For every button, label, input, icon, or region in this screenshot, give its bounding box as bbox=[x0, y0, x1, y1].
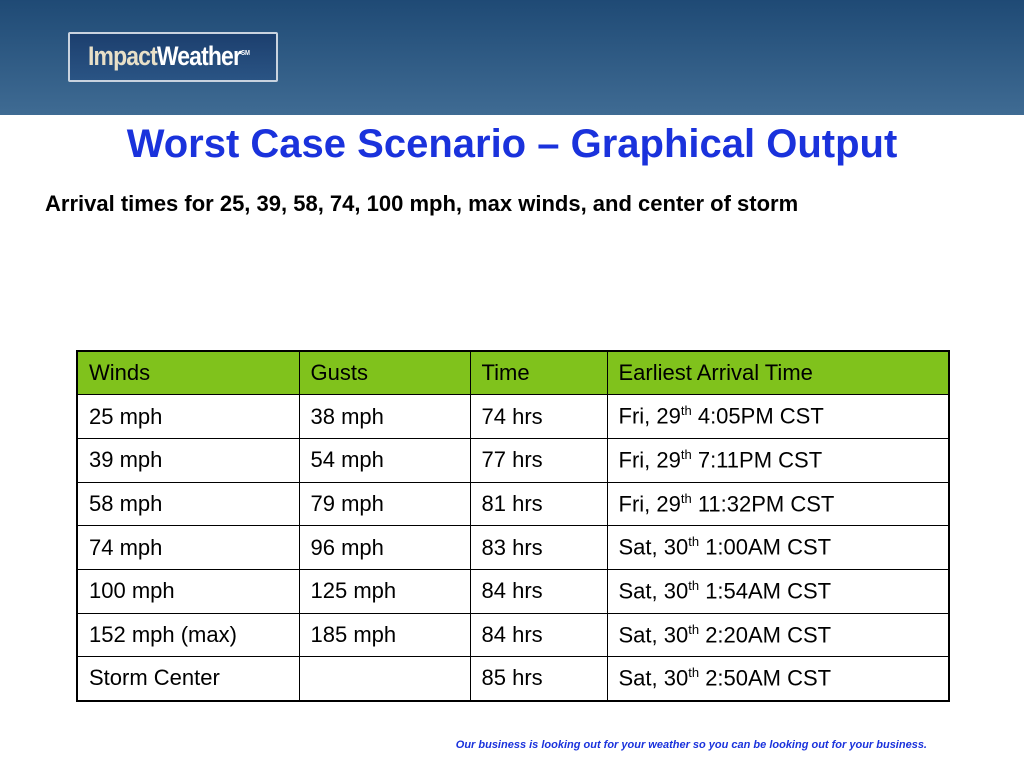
arrival-day: Sat, 30 bbox=[618, 622, 689, 648]
ordinal-suffix: th bbox=[680, 447, 692, 463]
ordinal-suffix: th bbox=[688, 665, 700, 681]
arrival-time: 7:11PM CST bbox=[697, 447, 823, 473]
header-row: Winds Gusts Time Earliest Arrival Time bbox=[76, 350, 950, 396]
table-row: 25 mph 38 mph 74 hrs Fri, 29th 4:05PM CST bbox=[76, 394, 950, 439]
table-cell: 39 mph bbox=[76, 437, 300, 483]
table-cell: 81 hrs bbox=[469, 481, 608, 527]
logo-text: ImpactWeatherSM bbox=[88, 41, 250, 72]
header-band: ImpactWeatherSM bbox=[0, 0, 1024, 115]
arrival-time: 1:00AM CST bbox=[705, 534, 832, 560]
table-row: Storm Center 85 hrs Sat, 30th 2:50AM CST bbox=[76, 656, 950, 701]
arrival-day: Fri, 29 bbox=[618, 491, 681, 517]
table-cell: 77 hrs bbox=[469, 437, 608, 483]
table-row: 100 mph 125 mph 84 hrs Sat, 30th 1:54AM CST bbox=[76, 568, 950, 614]
table-cell: 96 mph bbox=[298, 525, 471, 570]
logo-part: Impact bbox=[88, 41, 158, 71]
table-cell: Fri, 29th 11:32PM CST bbox=[606, 481, 950, 527]
table-cell: 152 mph (max) bbox=[76, 612, 300, 658]
footer: Our business is looking out for your wea… bbox=[455, 739, 927, 751]
table-cell: 74 hrs bbox=[469, 394, 608, 439]
table-cell: Sat, 30th 1:00AM CST bbox=[606, 525, 950, 570]
table-cell: 185 mph bbox=[298, 612, 471, 658]
arrival-time: 2:20AM CST bbox=[705, 622, 832, 648]
table-cell: Sat, 30th 1:54AM CST bbox=[606, 568, 950, 614]
table-row: 74 mph 96 mph 83 hrs Sat, 30th 1:00AM CST bbox=[76, 525, 950, 570]
table-cell: Sat, 30th 2:20AM CST bbox=[606, 612, 950, 658]
title: Worst Case Scenario – Graphical Output bbox=[126, 122, 898, 166]
arrival-time: 2:50AM CST bbox=[705, 665, 832, 691]
arrival-day: Sat, 30 bbox=[618, 534, 689, 560]
arrival-day: Sat, 30 bbox=[618, 578, 689, 604]
table-cell: Fri, 29th 7:11PM CST bbox=[606, 437, 950, 483]
column-header: Time bbox=[469, 350, 608, 396]
column-header: Gusts bbox=[298, 350, 471, 396]
table-cell: 25 mph bbox=[76, 394, 300, 439]
ordinal-suffix: th bbox=[688, 534, 700, 550]
table-cell bbox=[298, 656, 471, 701]
table-cell: 125 mph bbox=[298, 568, 471, 614]
logo-mark: SM bbox=[241, 50, 250, 57]
table-row: 152 mph (max) 185 mph 84 hrs Sat, 30th 2:20… bbox=[76, 612, 950, 658]
table-cell: 85 hrs bbox=[469, 656, 608, 701]
table-cell: Storm Center bbox=[76, 656, 300, 701]
table-cell: 84 hrs bbox=[469, 568, 608, 614]
table-cell: 84 hrs bbox=[469, 612, 608, 658]
subtitle: Arrival times for 25, 39, 58, 74, 100 mp… bbox=[45, 191, 799, 216]
arrival-day: Fri, 29 bbox=[618, 447, 681, 473]
table-cell: 83 hrs bbox=[469, 525, 608, 570]
ordinal-suffix: th bbox=[680, 403, 692, 419]
table-cell: 79 mph bbox=[298, 481, 471, 527]
arrival-day: Sat, 30 bbox=[618, 665, 689, 691]
arrival-time: 11:32PM CST bbox=[697, 491, 835, 517]
table-cell: 58 mph bbox=[76, 481, 300, 527]
table-cell: Sat, 30th 2:50AM CST bbox=[606, 656, 950, 701]
logo: ImpactWeatherSM bbox=[68, 32, 278, 82]
table-cell: 38 mph bbox=[298, 394, 471, 439]
table-cell: 74 mph bbox=[76, 525, 300, 570]
arrival-time: 1:54AM CST bbox=[705, 578, 832, 604]
arrival-day: Fri, 29 bbox=[618, 403, 681, 429]
table-cell: 100 mph bbox=[76, 568, 300, 614]
table-row: 39 mph 54 mph 77 hrs Fri, 29th 7:11PM CST bbox=[76, 437, 950, 483]
ordinal-suffix: th bbox=[688, 578, 700, 594]
table-cell: 54 mph bbox=[298, 437, 471, 483]
ordinal-suffix: th bbox=[688, 621, 700, 637]
table: Winds Gusts Time Earliest Arrival Time 25 m… bbox=[76, 350, 950, 702]
column-header: Winds bbox=[76, 350, 300, 396]
ordinal-suffix: th bbox=[680, 490, 692, 506]
table-row: 58 mph 79 mph 81 hrs Fri, 29th 11:32PM CST bbox=[76, 481, 950, 527]
arrival-time: 4:05PM CST bbox=[697, 403, 824, 429]
column-header: Earliest Arrival Time bbox=[606, 350, 950, 396]
logo-part: Weather bbox=[156, 41, 242, 71]
table-cell: Fri, 29th 4:05PM CST bbox=[606, 394, 950, 439]
